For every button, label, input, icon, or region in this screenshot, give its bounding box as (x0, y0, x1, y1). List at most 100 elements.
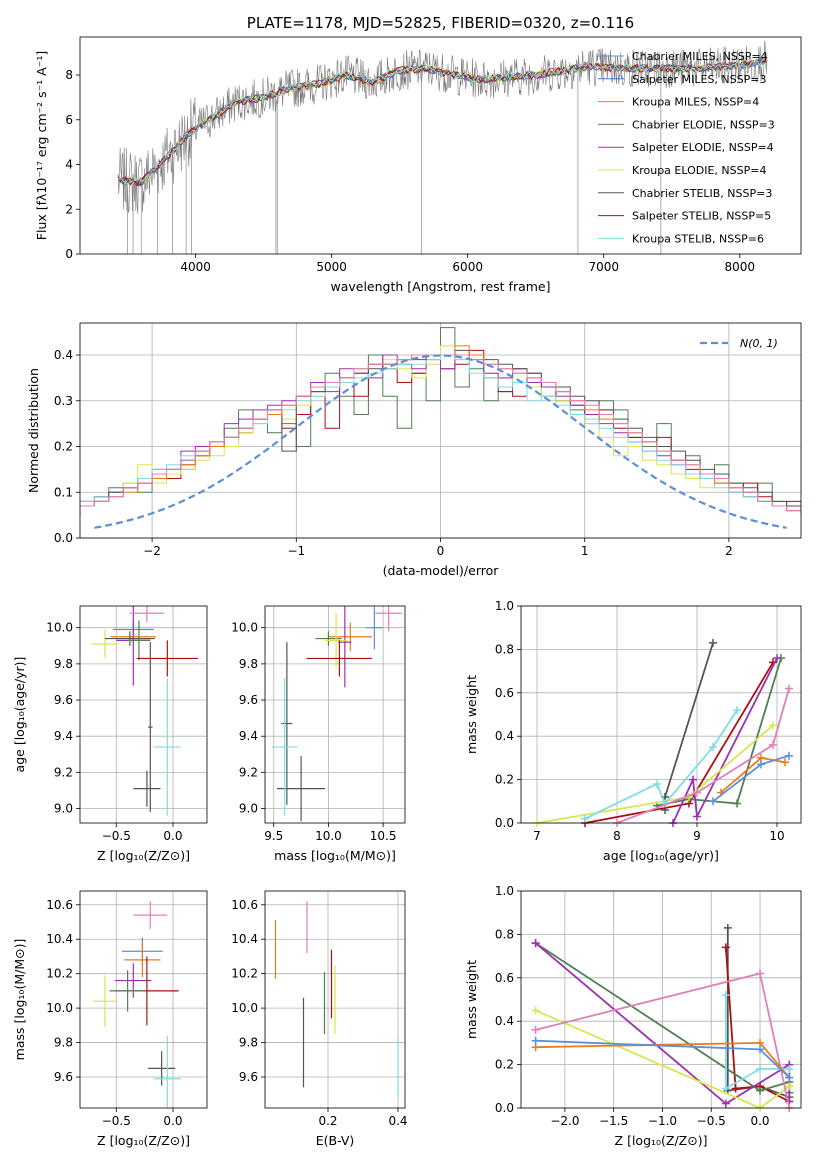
x-tick-label: 4000 (180, 260, 211, 274)
x-tick-label: 9.5 (264, 829, 283, 843)
data-point-marker (785, 1073, 794, 1082)
plot-frame (264, 890, 406, 1109)
series-line (664, 642, 714, 810)
x-tick-label: 0 (437, 544, 445, 558)
y-tick-label: 10.0 (231, 621, 258, 635)
x-tick-label: 1 (581, 544, 589, 558)
x-axis-label: Z [log₁₀(Z/Z⊙)] (97, 848, 190, 863)
model-fit-line (117, 57, 768, 187)
data-point-marker (653, 779, 661, 788)
y-tick-label: 4 (65, 158, 73, 172)
x-tick-label: 10.5 (370, 829, 397, 843)
series-line (725, 947, 790, 1103)
y-tick-label: 9.4 (239, 729, 258, 743)
y-tick-label: 0.6 (495, 971, 514, 985)
x-tick-label: 5000 (316, 260, 347, 274)
data-point-marker (756, 1045, 765, 1054)
mass-vs-metallicity-panel: −0.5 0.0 9.6 9.8 10.0 10.2 10.4 10.6 Z [log₁₀(Z/… (12, 890, 208, 1148)
legend-entry: Kroupa STELIB, NSSP=6 (632, 232, 764, 245)
x-tick-label: 6000 (452, 260, 483, 274)
y-tick-label: 0 (65, 247, 73, 261)
x-tick-label: 0.0 (750, 1114, 769, 1128)
legend-entry: Chabrier MILES, NSSP=4 (632, 50, 768, 63)
y-tick-label: 0.4 (495, 1014, 514, 1028)
y-tick-label: 6 (65, 113, 73, 127)
y-tick-label: 0.0 (54, 531, 73, 545)
mass-weight-vs-metallicity-panel: −2.0 −1.5 −1.0 −0.5 0.0 0.0 0.2 0.4 0.6 0.8 1.0 Z [… (464, 884, 802, 1148)
y-tick-label: 0.6 (495, 686, 514, 700)
data-point-marker (721, 1099, 730, 1108)
x-tick-label: −0.5 (102, 829, 131, 843)
y-tick-label: 9.2 (54, 765, 73, 779)
data-point-marker (773, 654, 781, 663)
x-axis-label: Z [log₁₀(Z/Z⊙)] (97, 1133, 190, 1148)
series-line (726, 927, 790, 1099)
plot-frame (79, 890, 208, 1109)
x-tick-label: 10.0 (315, 829, 342, 843)
y-tick-label: 9.8 (239, 1036, 258, 1050)
y-axis-label: mass weight (464, 960, 479, 1039)
y-tick-label: 10.6 (231, 898, 258, 912)
legend-entry: Chabrier STELIB, NSSP=3 (632, 187, 772, 200)
plot-frame (79, 605, 208, 824)
x-axis-label: wavelength [Angstrom, rest frame] (330, 279, 550, 294)
data-point-marker (531, 1036, 540, 1045)
mass-weight-vs-age-panel: 7 8 9 10 0.0 0.2 0.4 0.6 0.8 1.0 age [log₁₀(age/yr… (464, 599, 802, 863)
y-tick-label: 0.8 (495, 927, 514, 941)
spectrum-panel: 4000 5000 6000 7000 8000 0 2 4 6 8 wavelength [Ang… (34, 14, 802, 294)
model-fit-line (117, 57, 768, 186)
plot-frame (79, 36, 802, 255)
data-point-marker (709, 743, 717, 752)
y-tick-label: 10.0 (46, 621, 73, 635)
y-axis-label: Flux [fλ10⁻¹⁷ erg cm⁻² s⁻¹ A⁻¹] (34, 51, 49, 240)
data-point-marker (757, 760, 765, 769)
histogram-step (80, 327, 801, 512)
plot-frame (520, 890, 802, 1109)
plot-frame (520, 605, 802, 824)
model-fit-line (117, 58, 767, 185)
legend-entry: Salpeter MILES, NSSP=3 (632, 73, 766, 86)
data-point-marker (756, 969, 765, 978)
y-tick-label: 0.8 (495, 642, 514, 656)
x-tick-label: 0.0 (163, 1114, 182, 1128)
y-tick-label: 10.4 (46, 932, 73, 946)
age-vs-metallicity-panel: −0.5 0.0 9.0 9.2 9.4 9.6 9.8 10.0 Z [log₁₀(Z/Z⊙)… (12, 605, 208, 863)
y-tick-label: 9.0 (239, 802, 258, 816)
y-axis-label: Normed distribution (26, 368, 41, 493)
legend-entry: Kroupa ELODIE, NSSP=4 (632, 164, 766, 177)
data-point-marker (581, 814, 589, 823)
x-tick-label: 0.2 (318, 1114, 337, 1128)
data-point-marker (709, 638, 717, 647)
histogram-step (80, 349, 801, 512)
data-point-marker (785, 751, 793, 760)
data-point-marker (781, 758, 789, 767)
y-tick-label: 9.2 (239, 765, 258, 779)
x-tick-label: 8 (613, 829, 621, 843)
data-point-marker (733, 706, 741, 715)
data-point-marker (709, 797, 717, 806)
x-tick-label: −2.0 (550, 1114, 579, 1128)
data-point-marker (785, 684, 793, 693)
x-tick-label: 9 (693, 829, 701, 843)
x-axis-label: mass [log₁₀(M/M⊙)] (274, 848, 396, 863)
x-tick-label: −1 (287, 544, 305, 558)
y-tick-label: 0.3 (54, 394, 73, 408)
x-tick-label: −1.0 (648, 1114, 677, 1128)
plot-frame (79, 322, 802, 539)
y-axis-label: age [log₁₀(age/yr)] (12, 657, 27, 773)
y-tick-label: 0.2 (495, 773, 514, 787)
x-tick-label: −0.5 (697, 1114, 726, 1128)
series-line (672, 657, 778, 823)
y-tick-label: 1.0 (495, 599, 514, 613)
data-point-marker (769, 721, 777, 730)
data-point-marker (721, 1084, 730, 1093)
x-tick-label: 0.0 (163, 829, 182, 843)
y-tick-label: 1.0 (495, 884, 514, 898)
legend-entry: Chabrier ELODIE, NSSP=3 (632, 118, 775, 131)
histogram-step (80, 345, 801, 516)
legend-entry: N(0, 1) (740, 337, 778, 350)
data-point-marker (721, 943, 730, 952)
data-point-marker (721, 991, 730, 1000)
y-tick-label: 9.8 (54, 657, 73, 671)
